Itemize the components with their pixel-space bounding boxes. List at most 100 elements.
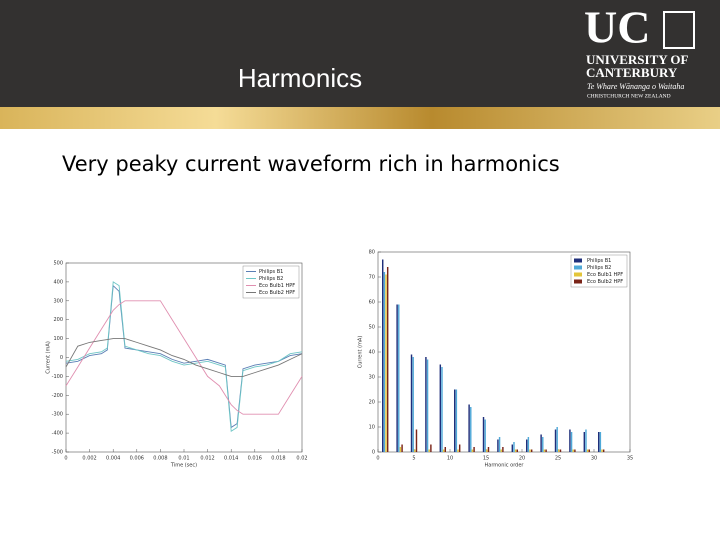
y-tick-label: 500 — [53, 261, 63, 267]
bar — [487, 447, 490, 452]
legend-label: Philips B2 — [259, 276, 283, 282]
bar — [412, 357, 414, 452]
bar — [381, 259, 384, 452]
bar — [410, 354, 413, 452]
series-line — [65, 300, 303, 415]
x-tick-label: 25 — [555, 456, 561, 462]
bar — [401, 444, 403, 452]
legend-label: Eco Bulb1 HPF — [587, 272, 623, 278]
y-tick-label: 10 — [369, 425, 375, 431]
bar — [572, 449, 574, 452]
logo-line: Te Whare Wānanga o Waitaha — [587, 82, 684, 91]
y-tick-label: 100 — [53, 336, 63, 342]
bar — [471, 449, 474, 452]
x-tick-label: 30 — [591, 456, 597, 462]
x-tick-label: 0.004 — [106, 456, 120, 462]
x-tick-label: 15 — [483, 456, 489, 462]
x-tick-label: 0.01 — [178, 456, 189, 462]
legend-label: Philips B1 — [587, 258, 611, 264]
bar — [585, 429, 587, 452]
bar — [513, 442, 515, 452]
logo-mark: UC — [584, 2, 650, 53]
body-text: Very peaky current waveform rich in harm… — [62, 152, 560, 176]
bar — [398, 304, 400, 452]
bar — [514, 449, 517, 452]
bar — [383, 272, 386, 452]
bar — [569, 429, 571, 452]
x-axis-label: Harmonic order — [485, 463, 525, 469]
bar — [441, 367, 443, 452]
series-line — [65, 338, 303, 377]
bar — [473, 447, 475, 452]
x-tick-label: 10 — [447, 456, 453, 462]
bar — [396, 304, 398, 452]
y-tick-label: -500 — [52, 450, 63, 456]
x-tick-label: 0.018 — [271, 456, 285, 462]
bar — [602, 449, 605, 452]
bar — [482, 417, 485, 452]
bar — [444, 447, 447, 452]
bar — [559, 449, 562, 452]
bar — [529, 449, 531, 452]
legend-swatch — [574, 265, 582, 270]
bar — [530, 449, 533, 452]
y-tick-label: -300 — [52, 412, 63, 418]
y-tick-label: -100 — [52, 374, 63, 380]
bar — [458, 444, 461, 452]
y-tick-label: 30 — [369, 375, 375, 381]
x-tick-label: 0 — [64, 456, 67, 462]
bar — [439, 364, 442, 452]
legend-label: Philips B1 — [259, 269, 283, 275]
bar — [554, 429, 557, 452]
series-line — [65, 284, 303, 429]
bar — [430, 444, 432, 452]
bar — [599, 432, 602, 452]
y-tick-label: 0 — [372, 450, 375, 456]
logo-line: CANTERBURY — [586, 65, 678, 80]
legend-swatch — [574, 272, 582, 277]
bar — [486, 449, 488, 452]
bar — [556, 427, 558, 452]
x-axis-label: Time (sec) — [170, 463, 197, 469]
x-tick-label: 0.02 — [296, 456, 307, 462]
x-tick-label: 0.016 — [248, 456, 262, 462]
y-tick-label: 50 — [369, 325, 375, 331]
series-line — [65, 281, 303, 432]
y-tick-label: 400 — [53, 279, 63, 285]
bar — [545, 449, 547, 452]
bar — [426, 359, 429, 452]
y-tick-label: -400 — [52, 431, 63, 437]
x-tick-label: 35 — [627, 456, 633, 462]
y-tick-label: 0 — [60, 355, 63, 361]
x-tick-label: 0.002 — [82, 456, 96, 462]
bar — [525, 439, 528, 452]
bar — [597, 432, 600, 452]
logo-line: CHRISTCHURCH NEW ZEALAND — [587, 93, 671, 99]
y-tick-label: 60 — [369, 300, 375, 306]
legend-swatch — [574, 279, 582, 284]
bar — [453, 389, 456, 452]
y-tick-label: 300 — [53, 298, 63, 304]
bar — [415, 429, 418, 452]
bar — [428, 449, 430, 452]
header-stripe — [0, 107, 720, 129]
bar — [583, 432, 586, 452]
x-tick-label: 20 — [519, 456, 525, 462]
bar — [457, 449, 459, 452]
y-tick-label: 20 — [369, 400, 375, 406]
bar — [498, 437, 501, 452]
bar — [470, 407, 472, 452]
bar — [601, 449, 603, 452]
y-axis-label: Current (mA) — [358, 336, 364, 369]
x-tick-label: 0 — [376, 456, 379, 462]
x-tick-label: 0.008 — [153, 456, 167, 462]
bar — [442, 449, 445, 452]
legend-label: Philips B2 — [587, 265, 611, 271]
bar — [455, 389, 458, 452]
legend-swatch — [574, 258, 582, 263]
bar — [543, 449, 546, 452]
bar — [588, 449, 591, 452]
y-tick-label: 200 — [53, 317, 63, 323]
